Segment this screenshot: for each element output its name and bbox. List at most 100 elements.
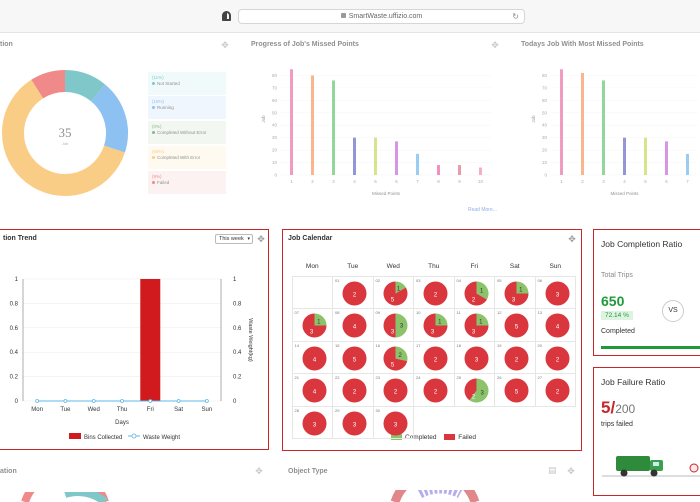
calendar-day-pie: 12 [464, 281, 488, 305]
calendar-day-cell[interactable]: 01 2 [332, 275, 374, 309]
calendar-day-cell[interactable]: 13 4 [534, 308, 576, 342]
calendar-day-cell[interactable]: 04 1 2 [453, 275, 495, 309]
completed-slice [516, 281, 529, 293]
calendar-day-cell[interactable]: 14 4 [291, 340, 333, 374]
move-icon[interactable]: ✥ [221, 40, 229, 50]
calendar-day-cell[interactable]: 03 2 [413, 275, 455, 309]
failed-slice [545, 281, 569, 305]
address-bar[interactable]: SmartWaste.uffizio.com ↻ [238, 9, 525, 24]
job-completion-card: Job Completion Ratio Total Trips 650 72.… [593, 229, 700, 356]
failed-slice [423, 313, 448, 338]
calendar-day-cell[interactable]: 08 4 [332, 308, 374, 342]
calendar-day-pie: 13 [423, 313, 448, 338]
move-icon[interactable]: ✥ [257, 234, 265, 244]
calendar-day-pie: 33 [383, 313, 407, 338]
calendar-day-cell[interactable]: 11 1 3 [453, 308, 495, 342]
period-select-value: This week [219, 236, 244, 242]
calendar-day-cell[interactable]: 18 3 [453, 340, 495, 374]
bar [458, 165, 461, 175]
calendar-day-cell[interactable]: 30 3 [372, 405, 414, 439]
move-icon[interactable]: ✥ [567, 466, 575, 476]
failed-count: 3 [393, 422, 397, 428]
failed-count: 2 [434, 390, 438, 396]
calendar-day-cell[interactable]: 27 2 [534, 373, 576, 407]
failed-count: 4 [353, 325, 357, 331]
move-icon[interactable]: ✥ [568, 234, 576, 244]
calendar-day-pie: 13 [464, 313, 488, 338]
calendar-day-pie: 4 [342, 313, 367, 338]
move-icon[interactable]: ✥ [491, 40, 499, 50]
calendar-day-cell[interactable]: 10 1 3 [413, 308, 455, 342]
calendar-day-pie: 4 [302, 378, 326, 403]
legend-completed-without-error[interactable]: (0%) Completed Without Error [148, 121, 226, 144]
failed-slice [342, 411, 367, 435]
x-tick-label: Fri [147, 407, 154, 413]
reload-icon[interactable]: ↻ [512, 12, 519, 21]
x-tick-label: 9 [458, 179, 461, 184]
x-tick-label: Wed [88, 407, 100, 413]
calendar-day-cell[interactable]: 21 4 [291, 373, 333, 407]
legend-completed-swatch [391, 434, 402, 440]
calendar-date: 13 [537, 310, 542, 315]
read-more-link[interactable]: Read More... [468, 207, 497, 213]
donut-slice [31, 70, 66, 99]
calendar-day-cell[interactable]: 24 2 [413, 373, 455, 407]
calendar-day-cell[interactable]: 09 3 3 [372, 308, 414, 342]
calendar-day-cell[interactable]: 23 2 [372, 373, 414, 407]
weekday-label: Thu [428, 263, 440, 270]
legend-label: Completed With Error [157, 155, 201, 160]
bar [416, 153, 419, 175]
x-tick-label: 3 [602, 179, 605, 184]
completed-count: 1 [396, 286, 400, 292]
y-tick-label: 80 [272, 73, 278, 78]
calendar-day-cell[interactable]: 15 5 [332, 340, 374, 374]
completed-count: 1 [317, 319, 321, 325]
y-tick-label: 80 [542, 73, 548, 78]
x-tick-label: 10 [478, 179, 484, 184]
export-icon[interactable]: ▤ [548, 465, 557, 475]
y-tick-label: 50 [272, 110, 278, 115]
lock-icon [340, 13, 346, 18]
calendar-day-cell[interactable]: 20 2 [534, 340, 576, 374]
calendar-day-cell[interactable]: 29 3 [332, 405, 374, 439]
shield-icon[interactable] [222, 11, 231, 21]
calendar-day-cell[interactable]: 06 3 [534, 275, 576, 309]
failed-slice [504, 378, 529, 403]
failed-slice [302, 313, 326, 338]
calendar-day-cell[interactable]: 28 3 [291, 405, 333, 439]
calendar-day-cell[interactable]: 26 5 [494, 373, 536, 407]
legend-completed-with-error[interactable]: (69%) Completed With Error [148, 146, 226, 169]
failed-count: 3 [555, 292, 559, 298]
calendar-day-cell[interactable]: 19 2 [494, 340, 536, 374]
failed-slice [504, 346, 529, 370]
y2-tick-label: 1 [233, 277, 237, 283]
calendar-day-pie: 3 [342, 411, 367, 435]
legend-not-started[interactable]: (11%) Not Started [148, 72, 226, 95]
calendar-day-cell[interactable]: 02 1 5 [372, 275, 414, 309]
completed-count: 3 [480, 390, 484, 396]
calendar-day-cell[interactable]: 07 1 3 [291, 308, 333, 342]
calendar-day-cell[interactable]: 25 3 2 [453, 373, 495, 407]
failed-count: 3 [309, 330, 313, 336]
period-select[interactable]: This week ▾ [215, 234, 253, 244]
calendar-day-cell[interactable]: 16 2 5 [372, 340, 414, 374]
calendar-day-pie: 2 [423, 378, 448, 403]
failed-count: 2 [353, 390, 357, 396]
calendar-date: 26 [497, 375, 502, 380]
failed-slice [464, 313, 488, 338]
move-icon[interactable]: ✥ [255, 466, 263, 476]
failed-count: 5 [515, 325, 519, 331]
y-tick-label: 10 [272, 160, 278, 165]
weekday-label: Fri [470, 263, 479, 270]
calendar-day-pie: 13 [504, 281, 529, 305]
calendar-day-cell[interactable]: 22 2 [332, 373, 374, 407]
failed-slice [342, 313, 367, 338]
legend-failed[interactable]: (9%) Failed [148, 171, 226, 194]
y-tick-label: 0 [544, 173, 547, 178]
calendar-day-cell[interactable]: 05 1 3 [494, 275, 536, 309]
calendar-date: 11 [456, 310, 461, 315]
legend-running[interactable]: (19%) Running [148, 96, 226, 119]
calendar-day-cell[interactable]: 17 2 [413, 340, 455, 374]
calendar-day-cell[interactable]: 12 5 [494, 308, 536, 342]
x-tick-label: Sun [202, 407, 213, 413]
